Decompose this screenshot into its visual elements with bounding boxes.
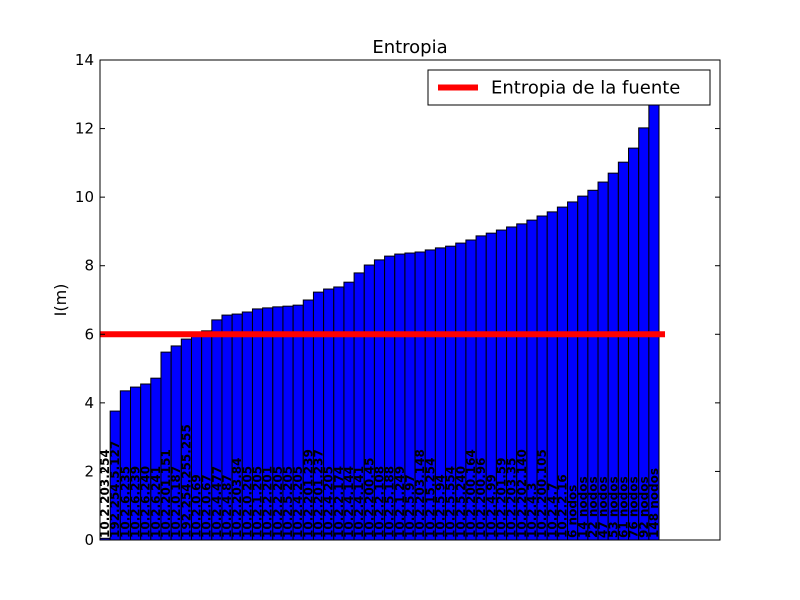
x-tick-label: 10.2.200.96: [474, 458, 488, 538]
x-tick-label: 10.2.1.249: [393, 466, 407, 538]
x-tick-label: 10.2.4.141: [352, 466, 366, 538]
x-tick-label: 10.2.202.140: [515, 449, 529, 538]
x-tick-label: 10.2.203.148: [413, 449, 427, 538]
x-tick-label: 10.2.4.205: [322, 466, 336, 538]
plot-frame: [99, 59, 721, 541]
y-tick-label: 2: [84, 462, 94, 480]
x-tick-label: 10.2.0.205: [240, 466, 254, 538]
x-tick-label: 10.2.0.69: [190, 474, 204, 538]
plot: 10.2.203.254192.254.5.12710.2.6.23510.2.…: [100, 97, 666, 540]
x-tick-label: 10.2.0.67: [200, 474, 214, 538]
y-tick-label: 6: [84, 325, 94, 343]
x-tick-label: 10.2.2.16: [555, 474, 569, 538]
x-tick-label: 10.2.4.144: [342, 466, 356, 538]
x-tick-label: 10.2.201.59: [494, 458, 508, 538]
x-tick-label: 10.2.201.151: [159, 449, 173, 538]
x-tick-label: 10.2.203.84: [230, 458, 244, 538]
x-tick-label: 10.2.15.254: [423, 458, 437, 538]
y-tick-label: 14: [75, 51, 94, 69]
chart-title: Entropia: [372, 37, 447, 58]
x-tick-label: 10.2.2.108: [373, 466, 387, 538]
x-tick-label: 10.2.6.240: [139, 466, 153, 538]
x-tick-label: 148 nodos: [647, 468, 661, 538]
x-tick-label: 6 nodos: [566, 485, 580, 538]
x-tick-label: 10.2.4.7: [545, 483, 559, 538]
x-tick-label: 10.2.5.205: [281, 466, 295, 538]
x-tick-label: 10.2.6.239: [129, 466, 143, 538]
x-tick-label: 10.2.6.241: [149, 466, 163, 538]
x-tick-label: 10.2.4.477: [210, 466, 224, 538]
x-tick-label: 92 nodos: [637, 476, 651, 538]
x-tick-label: 192.254.5.127: [108, 441, 122, 538]
x-tick-label: 10.2.201.237: [312, 449, 326, 538]
x-tick-label: 10.2.201.239: [301, 449, 315, 538]
x-tick-label: 53 nodos: [606, 476, 620, 538]
y-tick-label: 8: [84, 257, 94, 275]
x-tick-label: 10.2.5.97: [403, 474, 417, 538]
x-tick-label: 192.254.255.255: [179, 424, 193, 538]
y-tick-label: 10: [75, 188, 94, 206]
x-tick-label: 10.2.5.188: [383, 466, 397, 538]
x-tick-label: 10.2.5.240: [454, 466, 468, 538]
x-tick-label: 10.2.5.94: [433, 474, 447, 538]
x-tick-label: 47 nodos: [596, 476, 610, 538]
x-tick-label: 10.2.2.201: [261, 466, 275, 538]
x-tick-label: 10.2.1.205: [251, 466, 265, 538]
x-tick-label: 14 nodos: [576, 476, 590, 538]
x-tick-label: 10.2.2.174: [332, 466, 346, 538]
legend-label: Entropia de la fuente: [491, 78, 680, 99]
x-tick-label: 61 nodos: [616, 476, 630, 538]
x-tick-label: 10.2.4.205: [291, 466, 305, 538]
x-tick-label: 10.2.4.3: [525, 483, 539, 538]
x-tick-label: 10.2.200.164: [464, 449, 478, 538]
y-tick-label: 12: [75, 120, 94, 138]
x-tick-label: 76 nodos: [627, 476, 641, 538]
x-tick-label: 10.2.4.99: [484, 474, 498, 538]
x-tick-label: 22 nodos: [586, 476, 600, 538]
x-tick-label: 10.2.4.87: [220, 474, 234, 538]
x-tick-label: 10.2.200.45: [362, 458, 376, 538]
x-tick-label: 10.2.5.554: [444, 466, 458, 538]
y-tick-label: 0: [84, 531, 94, 549]
x-tick-label: 10.2.2.205: [271, 466, 285, 538]
x-tick-label: 10.2.6.235: [118, 466, 132, 538]
x-tick-label: 10.2.200.105: [535, 449, 549, 538]
x-tick-label: 10.2.0.187: [169, 466, 183, 538]
y-axis-label: I(m): [51, 284, 70, 317]
x-tick-label: 10.2.203.35: [505, 458, 519, 538]
y-tick-label: 4: [84, 394, 94, 412]
